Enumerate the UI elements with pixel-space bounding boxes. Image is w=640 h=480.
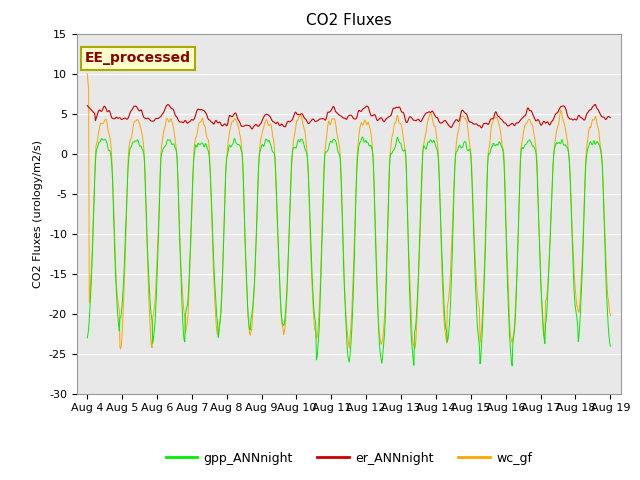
Text: EE_processed: EE_processed <box>85 51 191 65</box>
Title: CO2 Fluxes: CO2 Fluxes <box>306 13 392 28</box>
Y-axis label: CO2 Fluxes (urology/m2/s): CO2 Fluxes (urology/m2/s) <box>33 140 44 288</box>
Legend: gpp_ANNnight, er_ANNnight, wc_gf: gpp_ANNnight, er_ANNnight, wc_gf <box>161 447 537 469</box>
